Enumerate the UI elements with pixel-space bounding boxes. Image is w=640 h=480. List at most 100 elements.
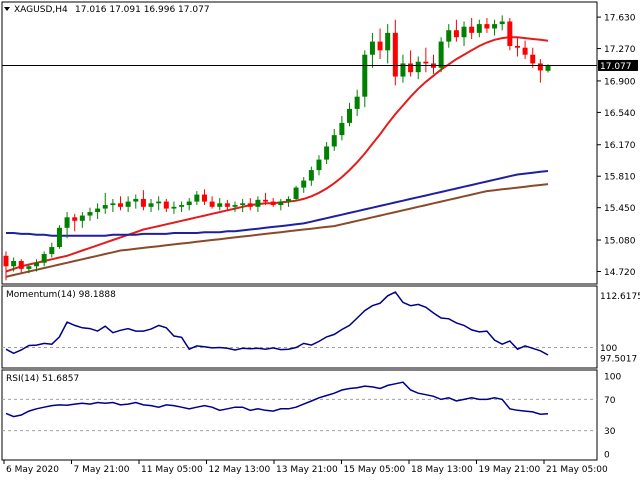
candle [110,198,116,213]
candle-body [461,26,467,38]
candle [438,37,444,73]
momentum-label: Momentum(14) 98.1888 [6,290,116,300]
collapse-arrow-icon[interactable] [4,7,10,11]
candle [484,17,490,33]
candle-body [514,45,520,48]
candle [469,17,475,39]
candle-body [209,201,215,207]
candle [278,198,284,211]
candle-body [415,61,421,73]
candle-body [423,61,429,64]
price-tick-label: 16.170 [604,141,636,151]
candle-body [507,21,513,46]
candle-body [408,63,414,73]
last-price-tag-label: 17.077 [600,62,632,72]
candle [240,198,246,213]
candle [522,40,528,60]
price-axis-ticks: 17.630 17.270 16.900 16.540 16.170 15.810 15.4… [597,14,636,278]
candle [514,37,520,57]
candle [171,201,177,214]
candle-body [316,159,322,171]
candle [26,264,32,274]
candle [247,198,253,211]
candle [102,192,108,214]
rsi-pane-border [1,369,598,461]
candle [499,15,505,31]
candle-body [148,203,154,207]
candle-body [270,201,276,206]
time-tick-label: 21 May 05:00 [546,465,608,475]
time-tick-label: 13 May 21:00 [276,465,338,475]
candle-body [125,201,131,207]
candle [308,166,314,186]
candle-body [263,199,269,202]
candle [408,50,414,77]
candle [324,142,330,164]
candle [331,129,337,151]
candle-body [530,54,536,64]
candle-body [339,122,345,136]
time-tick-label: 12 May 13:00 [209,465,271,475]
candle-body [64,217,70,228]
candle-body [377,41,383,51]
candle-body [331,135,337,147]
candle [362,50,368,108]
candle [377,28,383,60]
candle [64,212,70,239]
candle [87,207,93,221]
candle [140,190,146,211]
candle-body [201,194,207,202]
candle [385,24,391,64]
candle [293,185,299,202]
candle-body [11,261,17,267]
candle-body [87,212,93,216]
candle-body [49,247,55,255]
time-tick-label: 11 May 05:00 [141,465,203,475]
candle-body [369,41,375,55]
candles [3,15,551,281]
candle-body [224,203,230,207]
candle [285,196,291,207]
candle-body [240,203,246,206]
candle [232,201,238,213]
time-tick-label: 19 May 21:00 [479,465,541,475]
last-price-tag: 17.077 [598,59,638,72]
main-pane[interactable]: 17.630 17.270 16.900 16.540 16.170 15.810 15.4… [1,1,638,285]
candle-body [385,32,391,51]
rsi-tick-label: 100 [604,373,621,383]
candle-body [308,170,314,181]
price-tick-label: 15.080 [604,237,636,247]
candle-body [72,217,78,221]
rsi-tick-label: 30 [604,427,616,437]
candle [209,196,215,209]
candle-body [392,32,398,77]
candle-body [79,215,85,221]
last-price-tag-bg [598,59,638,71]
candle [11,257,17,272]
candle [179,201,185,213]
candle-body [499,21,505,25]
rsi-tick-label: 70 [604,396,616,406]
candle [461,21,467,46]
candle [18,259,24,274]
candle-body [446,30,452,42]
price-tick-label: 14.720 [604,268,636,278]
candle [133,194,139,209]
candle [194,191,200,206]
ma-slow-line [5,183,549,278]
rsi-plot [2,381,597,432]
candle [95,203,101,220]
rsi-pane[interactable]: 100 70 30 0 RSI(14) 51.6857 [1,369,621,461]
candle-body [18,261,24,269]
ma-mid-line [6,170,549,237]
candle-body [56,227,62,248]
price-tick-label: 15.810 [604,173,636,183]
candle-body [26,266,32,269]
candle-body [324,146,330,160]
momentum-tick-label: 112.6175 [600,292,640,302]
candle [79,212,85,228]
candle [186,198,192,211]
